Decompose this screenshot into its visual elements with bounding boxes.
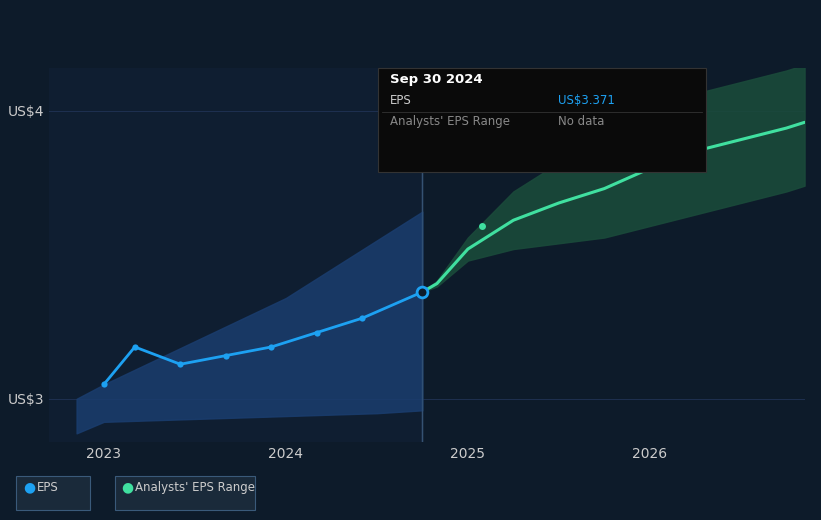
Point xyxy=(219,352,232,360)
Point xyxy=(128,343,141,351)
Point xyxy=(415,288,429,296)
Point xyxy=(310,329,323,337)
Text: Actual: Actual xyxy=(379,82,419,95)
Text: US$3.371: US$3.371 xyxy=(558,94,615,107)
Point xyxy=(415,288,429,296)
Text: Analysts' EPS Range: Analysts' EPS Range xyxy=(135,482,255,495)
Point xyxy=(644,159,657,167)
Text: No data: No data xyxy=(558,115,604,128)
Text: EPS: EPS xyxy=(390,94,411,107)
Point xyxy=(476,222,489,230)
Bar xyxy=(49,68,422,442)
Text: Analysts' EPS Range: Analysts' EPS Range xyxy=(390,115,510,128)
Point xyxy=(264,343,277,351)
Text: ●: ● xyxy=(122,480,134,495)
Text: Sep 30 2024: Sep 30 2024 xyxy=(390,73,483,86)
Text: ●: ● xyxy=(23,480,35,495)
Point xyxy=(355,314,369,322)
Point xyxy=(415,288,429,296)
Text: EPS: EPS xyxy=(37,482,58,495)
Point xyxy=(98,380,111,388)
Text: Analysts Forecasts: Analysts Forecasts xyxy=(432,82,548,95)
Point xyxy=(174,360,187,368)
